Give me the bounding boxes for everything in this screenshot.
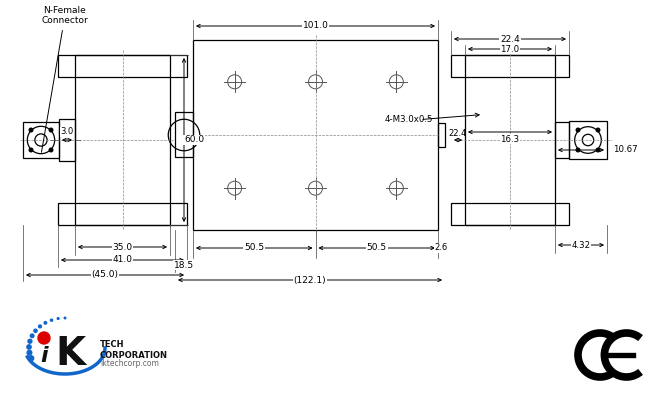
Text: 17.0: 17.0 (500, 44, 519, 53)
Circle shape (29, 356, 34, 361)
Circle shape (34, 329, 37, 332)
Text: 22.4: 22.4 (500, 35, 520, 44)
Circle shape (29, 148, 33, 152)
Circle shape (38, 332, 50, 344)
Circle shape (575, 127, 581, 132)
Circle shape (49, 127, 53, 132)
Text: 22.4: 22.4 (449, 129, 467, 139)
Text: iktechcorp.com: iktechcorp.com (100, 360, 159, 369)
Circle shape (64, 317, 66, 319)
Text: 3.0: 3.0 (61, 127, 74, 136)
Text: TECH
CORPORATION: TECH CORPORATION (100, 339, 168, 360)
Circle shape (49, 148, 53, 152)
Circle shape (39, 325, 41, 328)
Text: 16.3: 16.3 (500, 134, 519, 143)
Circle shape (595, 127, 601, 132)
Text: 41.0: 41.0 (113, 256, 133, 265)
Text: 35.0: 35.0 (113, 242, 133, 252)
Text: (45.0): (45.0) (91, 270, 119, 279)
Text: K: K (55, 335, 85, 373)
Text: 4-M3.0x0.5: 4-M3.0x0.5 (385, 115, 434, 124)
Circle shape (31, 334, 34, 337)
Circle shape (57, 318, 59, 319)
Circle shape (27, 345, 31, 349)
Circle shape (595, 148, 601, 152)
Text: 50.5: 50.5 (244, 243, 264, 252)
Circle shape (51, 319, 53, 321)
Text: i: i (40, 346, 48, 366)
Circle shape (28, 339, 32, 343)
Text: N-Female
Connector: N-Female Connector (41, 6, 89, 152)
Circle shape (575, 148, 581, 152)
Text: 101.0: 101.0 (302, 21, 328, 30)
Text: (122.1): (122.1) (294, 275, 326, 284)
Text: 18.5: 18.5 (174, 261, 194, 270)
Text: 2.6: 2.6 (435, 243, 448, 252)
Circle shape (27, 350, 32, 355)
Circle shape (44, 321, 47, 324)
Text: 4.32: 4.32 (571, 240, 591, 249)
Circle shape (29, 127, 33, 132)
Text: 60.0: 60.0 (184, 136, 204, 145)
Text: 50.5: 50.5 (367, 243, 387, 252)
Text: 10.67: 10.67 (613, 145, 637, 155)
